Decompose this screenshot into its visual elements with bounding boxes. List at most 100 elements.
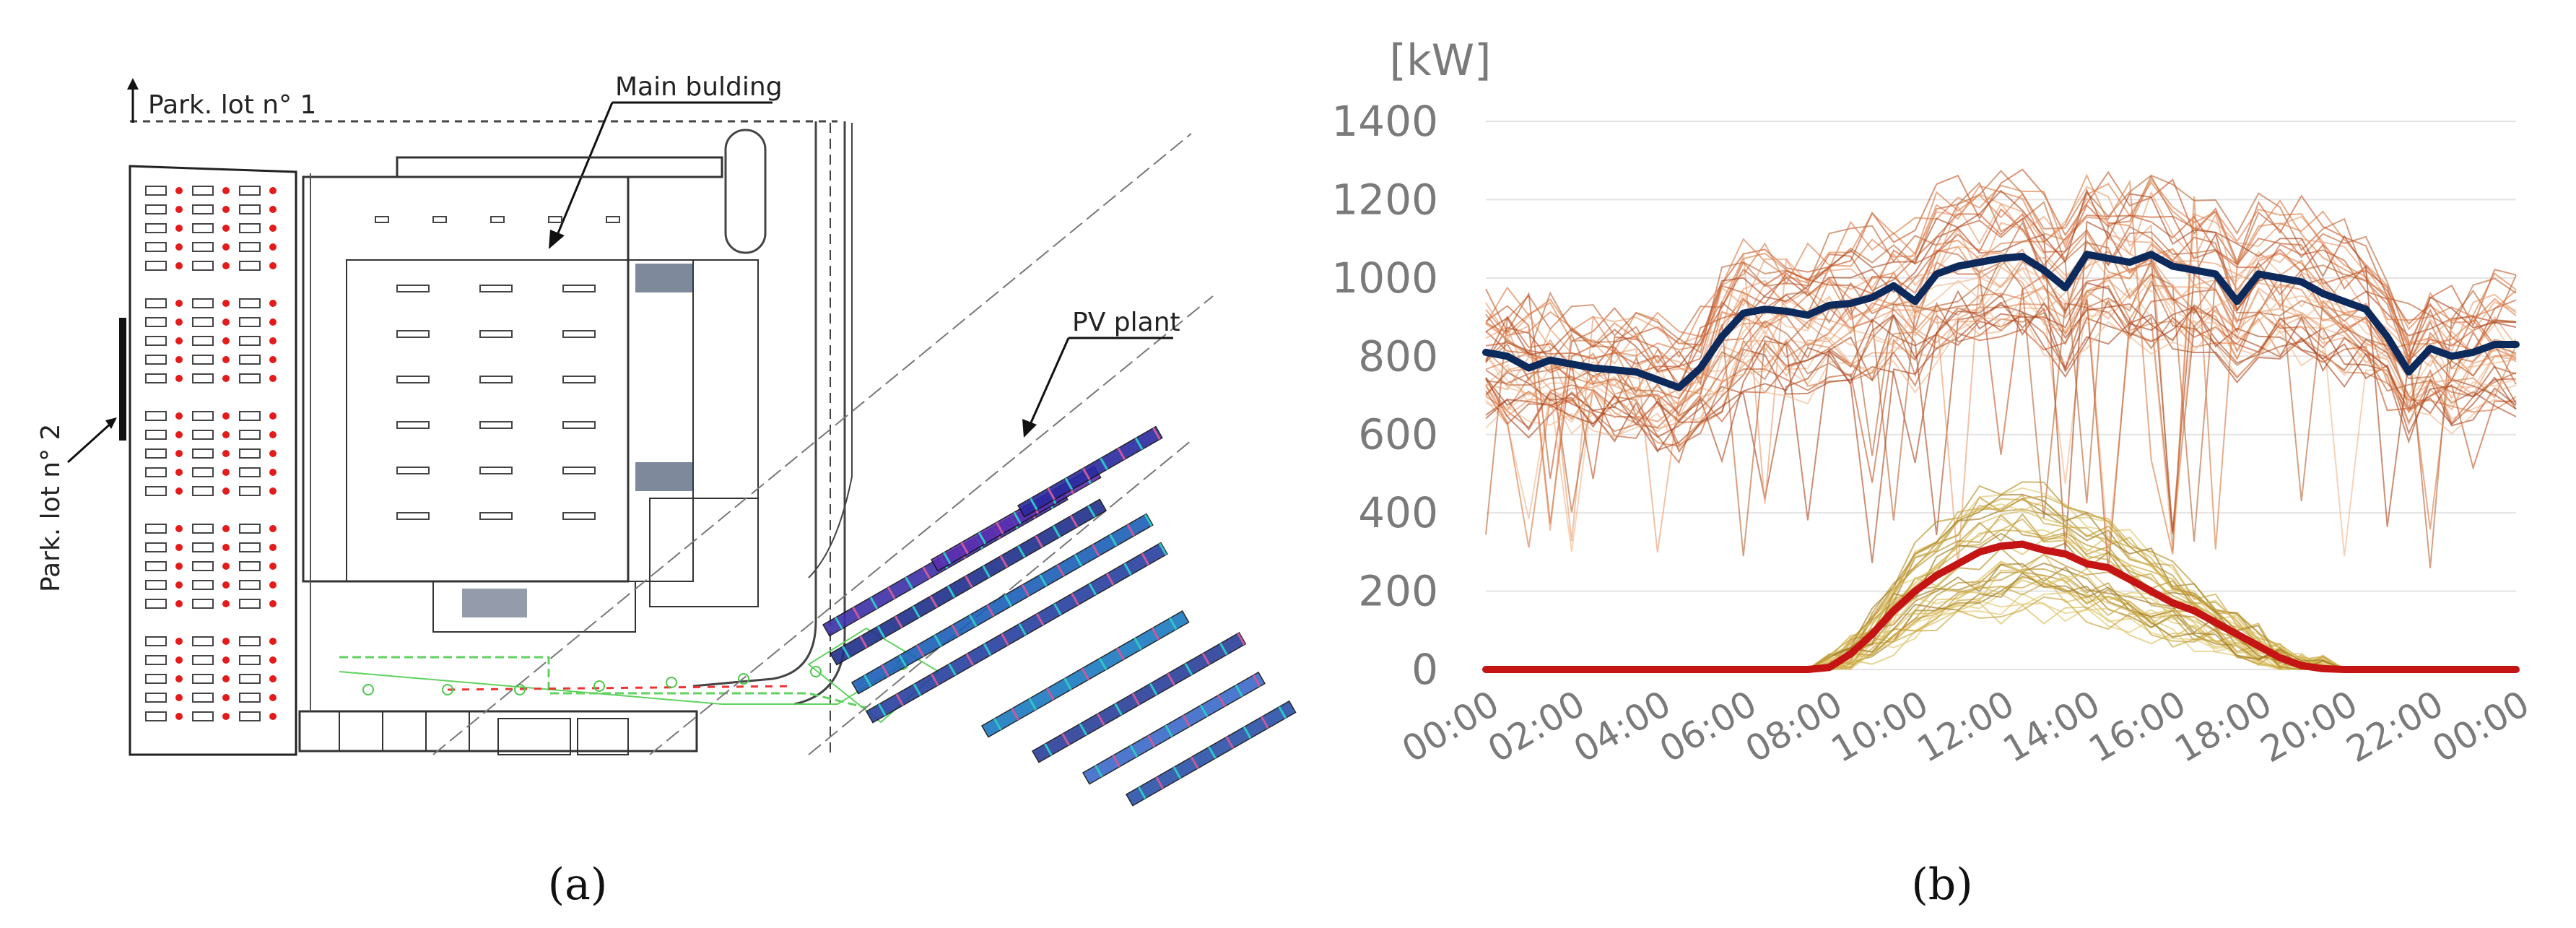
daily-pv-line — [1486, 596, 2516, 670]
pv-module — [1149, 682, 1158, 695]
skylight — [479, 376, 513, 383]
mean-pv-line — [1482, 540, 2520, 673]
charging-point — [175, 638, 183, 645]
daily-load-line — [1485, 301, 2517, 563]
charging-point — [222, 469, 230, 476]
y-tick-label: 0 — [1411, 645, 1438, 694]
parking-stall — [145, 261, 167, 271]
skylight — [562, 330, 596, 338]
charging-point — [222, 337, 230, 344]
parking-stall — [192, 373, 214, 383]
pv-module — [895, 693, 904, 706]
skylight — [562, 512, 596, 520]
pv-module — [1123, 563, 1132, 576]
daily-pv-line — [1486, 493, 2516, 670]
daily-load-line — [1485, 267, 2517, 550]
charging-point — [269, 694, 277, 701]
charging-point — [175, 300, 183, 307]
pv-module — [842, 646, 850, 659]
pv-module — [943, 552, 952, 565]
pv-plant-label: PV plant — [1072, 308, 1180, 337]
charging-point — [175, 525, 183, 532]
parking-stall — [239, 448, 261, 459]
pv-module — [1182, 714, 1191, 727]
pv-module — [1167, 672, 1175, 686]
parking-stall — [145, 693, 167, 703]
charging-point — [269, 225, 277, 232]
charging-point — [222, 581, 230, 589]
pv-module — [1105, 573, 1115, 586]
pv-module — [915, 644, 925, 657]
pv-module — [1056, 564, 1065, 577]
cable-node — [362, 684, 374, 695]
pv-module — [1243, 726, 1252, 739]
daily-pv-line — [1486, 568, 2516, 671]
x-tick-label: 16:00 — [2082, 682, 2193, 771]
charging-point — [269, 675, 277, 682]
pv-module — [852, 607, 861, 620]
charging-point — [222, 262, 230, 269]
pv-module — [1081, 667, 1090, 680]
daily-pv-line — [1486, 599, 2516, 670]
charging-point — [269, 262, 277, 269]
pv-module — [1100, 457, 1108, 470]
pv-module — [1165, 724, 1173, 737]
charging-point — [269, 337, 277, 344]
x-tick-label: 02:00 — [1481, 682, 1592, 771]
x-tick-label: 06:00 — [1653, 682, 1764, 771]
daily-pv-line — [1486, 495, 2516, 670]
pv-module — [1091, 544, 1100, 557]
pv-module — [1018, 623, 1027, 636]
skylight — [562, 376, 596, 383]
charging-point — [175, 225, 183, 232]
pv-module — [1138, 786, 1146, 799]
pv-module — [1117, 447, 1126, 460]
pv-module — [1141, 552, 1150, 565]
x-tick-label: 14:00 — [1996, 682, 2107, 771]
charging-point — [269, 713, 277, 720]
charging-point — [175, 206, 183, 213]
window — [490, 216, 505, 223]
cable-lines — [339, 627, 940, 724]
pv-array-row — [1017, 425, 1163, 518]
pv-module — [1071, 593, 1079, 606]
x-tick-label: 04:00 — [1567, 682, 1678, 771]
daily-pv-line — [1486, 602, 2516, 670]
parking-stalls — [145, 186, 277, 721]
pv-module — [859, 636, 868, 649]
parking-stall — [145, 711, 167, 721]
parking-stall — [145, 524, 167, 534]
pv-module — [1035, 613, 1045, 626]
pv-module — [948, 663, 957, 676]
parking-stall — [145, 542, 167, 552]
parking-stall — [239, 486, 261, 496]
pv-module — [1074, 554, 1083, 567]
daily-pv-line — [1486, 591, 2516, 670]
pv-module — [1039, 574, 1048, 587]
parking-stall — [145, 223, 167, 233]
cable-node — [442, 684, 453, 695]
cable-node — [593, 680, 605, 692]
daily-pv-line — [1486, 569, 2516, 670]
pv-module — [1208, 746, 1217, 759]
charging-point — [222, 375, 230, 382]
daily-load-line — [1485, 290, 2517, 548]
x-tick-label: 00:00 — [1395, 682, 1506, 771]
charging-point — [222, 206, 230, 213]
parking-stall — [192, 317, 214, 327]
parking-stall — [239, 336, 261, 346]
parking-stall — [192, 298, 214, 308]
pv-module — [968, 614, 978, 627]
charging-point — [175, 487, 183, 495]
pv-module — [1126, 524, 1136, 537]
charging-point — [222, 525, 230, 532]
daily-pv-line — [1486, 547, 2516, 670]
skylight — [479, 285, 513, 292]
charging-point — [222, 544, 230, 551]
charging-point — [269, 487, 277, 495]
charging-point — [175, 544, 183, 551]
pv-module — [986, 604, 995, 617]
parking-stall — [145, 561, 167, 571]
pv-module — [1184, 663, 1193, 676]
pv-module — [983, 643, 992, 656]
